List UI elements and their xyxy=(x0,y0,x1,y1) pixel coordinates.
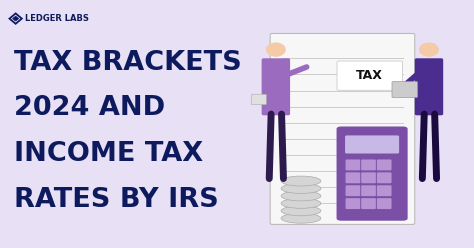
Ellipse shape xyxy=(281,213,321,223)
FancyBboxPatch shape xyxy=(251,94,266,105)
Ellipse shape xyxy=(281,206,321,216)
Polygon shape xyxy=(13,16,19,21)
Text: 2024 AND: 2024 AND xyxy=(14,95,165,122)
FancyBboxPatch shape xyxy=(361,185,376,196)
FancyBboxPatch shape xyxy=(361,198,376,209)
Text: INCOME TAX: INCOME TAX xyxy=(14,141,203,167)
Ellipse shape xyxy=(281,184,321,193)
FancyBboxPatch shape xyxy=(337,61,402,90)
FancyBboxPatch shape xyxy=(392,82,418,97)
FancyBboxPatch shape xyxy=(270,33,415,224)
FancyBboxPatch shape xyxy=(346,159,360,170)
Text: TAX: TAX xyxy=(356,69,383,82)
Text: RATES BY IRS: RATES BY IRS xyxy=(14,187,219,213)
Ellipse shape xyxy=(281,198,321,208)
FancyBboxPatch shape xyxy=(377,185,392,196)
FancyBboxPatch shape xyxy=(361,159,376,170)
Ellipse shape xyxy=(281,191,321,201)
FancyBboxPatch shape xyxy=(346,185,360,196)
FancyBboxPatch shape xyxy=(377,198,392,209)
FancyBboxPatch shape xyxy=(337,126,408,221)
FancyBboxPatch shape xyxy=(377,159,392,170)
Text: LEDGER LABS: LEDGER LABS xyxy=(25,14,89,23)
FancyBboxPatch shape xyxy=(262,58,290,115)
Text: TAX BRACKETS: TAX BRACKETS xyxy=(14,50,242,76)
FancyBboxPatch shape xyxy=(361,172,376,183)
Ellipse shape xyxy=(266,42,286,57)
Ellipse shape xyxy=(419,42,439,57)
FancyBboxPatch shape xyxy=(415,58,443,115)
Ellipse shape xyxy=(281,176,321,186)
FancyBboxPatch shape xyxy=(377,172,392,183)
FancyBboxPatch shape xyxy=(346,172,360,183)
FancyBboxPatch shape xyxy=(345,135,399,154)
FancyBboxPatch shape xyxy=(346,198,360,209)
